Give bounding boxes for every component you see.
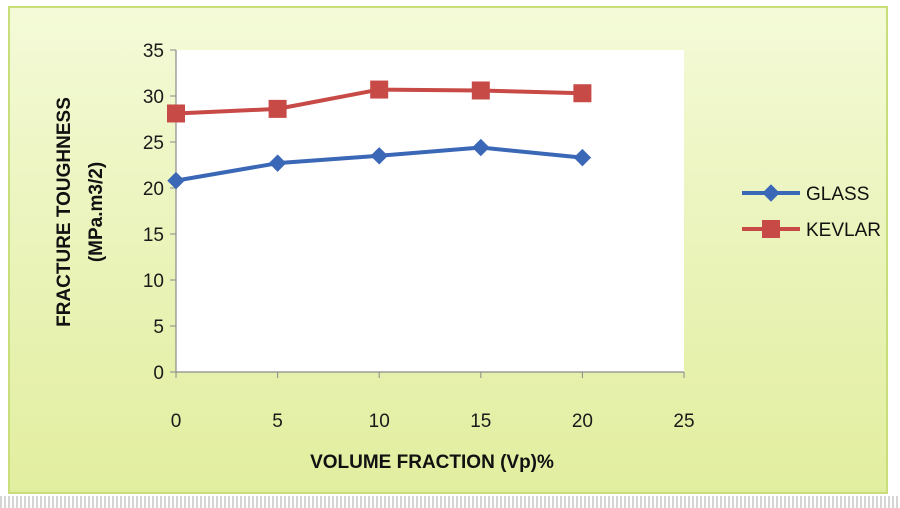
data-point-kevlar: [573, 84, 592, 103]
legend-marker-glass: [762, 184, 780, 202]
y-tick-label: 15: [143, 225, 164, 246]
series-glass: [167, 138, 592, 190]
page-divider: [0, 496, 900, 508]
y-axis-title-line-1: FRACTURE TOUGHNESS: [54, 97, 75, 327]
y-tick-label: 5: [153, 317, 164, 338]
x-axis-title: VOLUME FRACTION (Vp)%: [310, 452, 554, 473]
y-tick-label: 20: [143, 179, 164, 200]
y-tick-label: 30: [143, 87, 164, 108]
y-tick-label: 10: [143, 271, 164, 292]
plot-area: [176, 50, 684, 372]
x-tick-label: 10: [369, 411, 390, 432]
data-point-glass: [167, 171, 185, 190]
x-tick-label: 5: [272, 411, 283, 432]
series-kevlar: [167, 80, 592, 123]
y-tick-label: 0: [153, 363, 164, 384]
data-point-glass: [573, 148, 592, 167]
series-group: [167, 80, 592, 190]
data-point-kevlar: [471, 81, 490, 100]
x-tick-labels: 0 5 10 15 20 25: [171, 411, 695, 432]
data-point-glass: [472, 138, 490, 157]
data-point-kevlar: [268, 99, 287, 118]
legend-label-glass: GLASS: [806, 184, 869, 205]
legend-item-kevlar: KEVLAR: [742, 220, 881, 241]
y-axis-title: FRACTURE TOUGHNESS (MPa.m3/2): [54, 97, 107, 327]
x-tick-label: 15: [470, 411, 491, 432]
x-tick-label: 20: [572, 411, 593, 432]
data-point-kevlar: [370, 80, 389, 99]
data-point-glass: [370, 147, 388, 165]
y-tick-label: 25: [143, 133, 164, 154]
legend: GLASS KEVLAR: [742, 184, 881, 241]
y-axis-title-line-2: (MPa.m3/2): [86, 162, 107, 262]
data-point-glass: [268, 154, 287, 172]
legend-marker-kevlar: [762, 220, 780, 238]
legend-label-kevlar: KEVLAR: [806, 220, 881, 241]
y-tick-label: 35: [143, 41, 164, 62]
y-tick-labels: 0 5 10 15 20 25 30 35: [143, 41, 164, 384]
data-point-kevlar: [167, 104, 185, 123]
x-tick-label: 0: [171, 411, 182, 432]
axes: [170, 49, 685, 378]
x-tick-label: 25: [673, 411, 694, 432]
legend-item-glass: GLASS: [742, 184, 869, 205]
